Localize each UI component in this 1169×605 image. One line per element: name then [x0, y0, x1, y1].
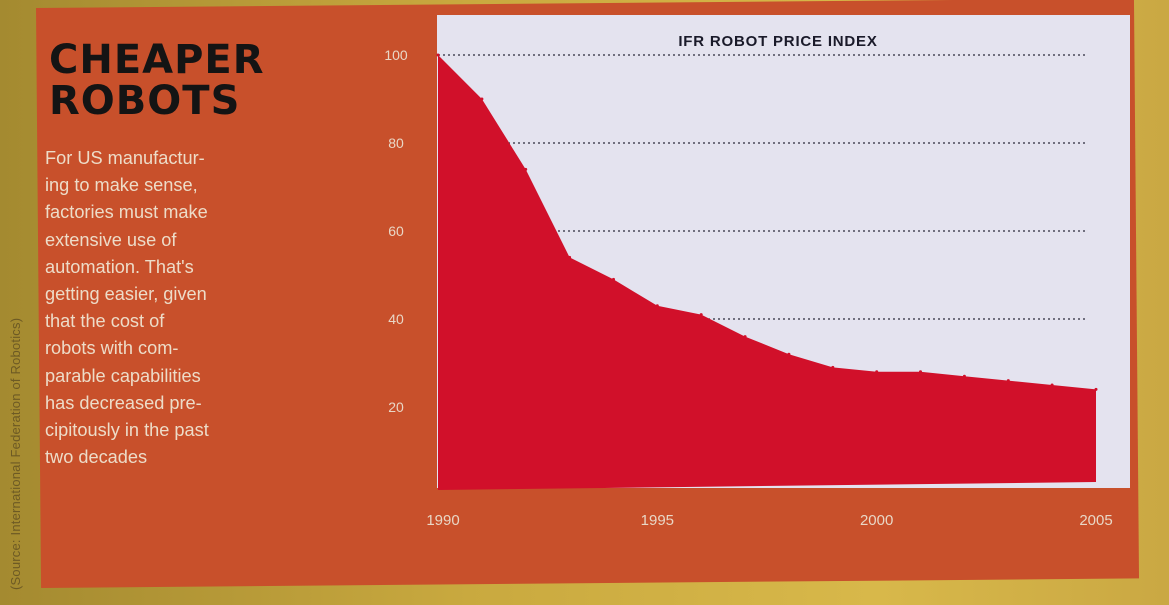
y-tick-label-40: 40: [388, 311, 404, 327]
data-point-2001: [919, 370, 922, 374]
x-tick-label-1990: 1990: [426, 512, 459, 529]
x-axis-ticks: 1990 1995 2000 2005: [426, 512, 1112, 529]
data-point-1990: [436, 53, 440, 57]
data-point-1996: [699, 313, 703, 317]
body-text: For US manufactur- ing to make sense, fa…: [45, 148, 209, 468]
data-point-1993: [568, 255, 572, 259]
x-tick-label-2005: 2005: [1079, 512, 1112, 529]
headline: CHEAPER ROBOTS: [49, 40, 349, 122]
y-axis-ticks: 20 40 60 80 100: [384, 47, 408, 415]
data-point-1997: [743, 335, 747, 339]
data-point-1994: [612, 277, 615, 281]
data-point-1995: [655, 304, 659, 308]
headline-line-2: ROBOTS: [49, 78, 241, 124]
y-tick-label-60: 60: [388, 223, 404, 239]
price-index-area: [438, 55, 1096, 490]
data-point-1991: [480, 97, 484, 101]
y-tick-label-100: 100: [384, 47, 408, 63]
data-point-2004: [1050, 383, 1054, 387]
data-point-1999: [831, 365, 835, 369]
data-point-1998: [787, 352, 791, 356]
data-point-2003: [1006, 379, 1010, 383]
y-tick-label-20: 20: [388, 399, 404, 415]
x-tick-label-2000: 2000: [860, 512, 893, 529]
headline-line-1: CHEAPER: [49, 37, 265, 83]
chart-title: IFR ROBOT PRICE INDEX: [678, 33, 877, 50]
area-series: [436, 53, 1098, 490]
y-tick-label-80: 80: [388, 135, 404, 151]
data-point-2002: [962, 374, 966, 378]
data-point-1992: [524, 167, 528, 171]
data-point-2005: [1094, 387, 1098, 391]
data-point-2000: [875, 370, 879, 374]
x-tick-label-1995: 1995: [641, 512, 674, 529]
